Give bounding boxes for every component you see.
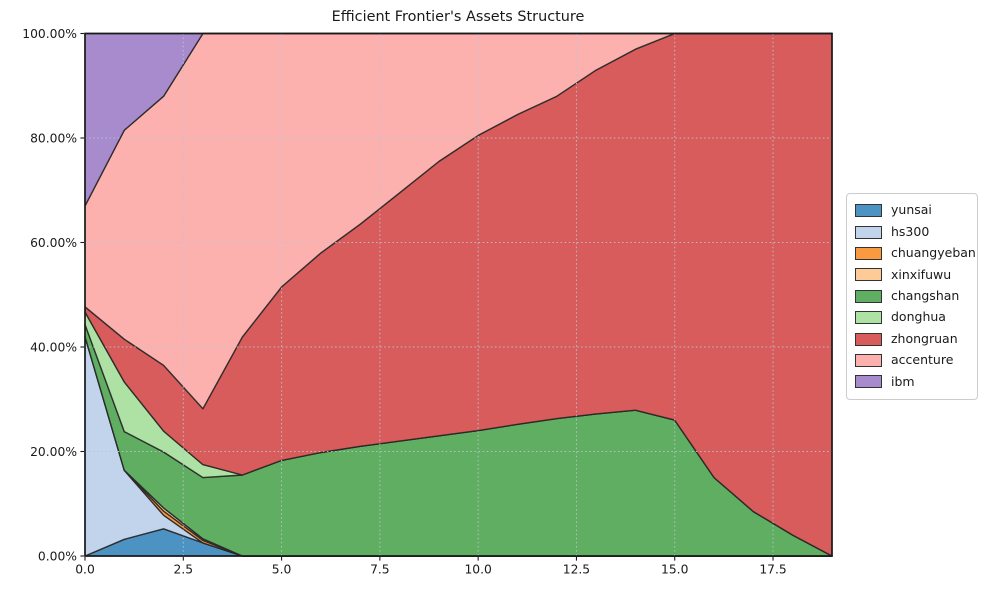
x-tick-label: 5.0	[272, 563, 292, 577]
y-tick-label: 100.00%	[22, 27, 77, 41]
legend-item-chuangyeban: chuangyeban	[855, 243, 976, 264]
legend-swatch-zhongruan	[855, 332, 882, 346]
legend-label-yunsai: yunsai	[891, 202, 932, 218]
axis-ticks	[80, 32, 774, 561]
legend-label-chuangyeban: chuangyeban	[891, 245, 976, 261]
y-axis-tick-labels: 0.00% 20.00% 40.00% 60.00% 80.00% 100.00%	[22, 27, 77, 563]
x-tick-label: 15.0	[661, 563, 688, 577]
legend-item-hs300: hs300	[855, 221, 969, 242]
legend-item-ibm: ibm	[855, 371, 969, 392]
x-tick-label: 0.0	[75, 563, 95, 577]
legend-swatch-accenture	[855, 353, 882, 367]
plot-border	[84, 32, 833, 557]
x-tick-label: 2.5	[174, 563, 194, 577]
legend-item-changshan: changshan	[855, 286, 969, 307]
y-tick-label: 20.00%	[30, 445, 77, 459]
x-axis-tick-labels: 0.0 2.5 5.0 7.5 10.0 12.5 15.0 17.5	[75, 563, 787, 577]
chart-title: Efficient Frontier's Assets Structure	[332, 9, 585, 25]
legend-item-yunsai: yunsai	[855, 200, 969, 221]
legend-swatch-xinxifuwu	[855, 268, 882, 282]
legend-label-hs300: hs300	[891, 223, 930, 239]
y-tick-label: 60.00%	[30, 236, 77, 250]
legend: yunsai hs300 chuangyeban xinxifuwu changshan…	[846, 193, 978, 400]
legend-label-xinxifuwu: xinxifuwu	[891, 266, 952, 282]
legend-swatch-yunsai	[855, 204, 882, 218]
x-tick-label: 17.5	[759, 563, 786, 577]
y-tick-label: 80.00%	[30, 131, 77, 145]
stacked-areas	[84, 32, 833, 557]
y-tick-label: 0.00%	[38, 549, 77, 563]
x-tick-label: 12.5	[563, 563, 590, 577]
legend-item-zhongruan: zhongruan	[855, 328, 969, 349]
legend-label-donghua: donghua	[891, 309, 946, 325]
x-tick-label: 10.0	[464, 563, 491, 577]
legend-label-changshan: changshan	[891, 288, 960, 303]
legend-swatch-donghua	[855, 311, 882, 325]
legend-label-zhongruan: zhongruan	[891, 330, 958, 346]
legend-item-donghua: donghua	[855, 307, 969, 328]
legend-swatch-ibm	[855, 375, 882, 389]
legend-swatch-hs300	[855, 225, 882, 239]
x-tick-label: 7.5	[370, 563, 390, 577]
y-tick-label: 40.00%	[30, 340, 77, 354]
legend-swatch-changshan	[855, 289, 882, 303]
legend-item-xinxifuwu: xinxifuwu	[855, 264, 969, 285]
legend-swatch-chuangyeban	[855, 246, 882, 260]
legend-item-accenture: accenture	[855, 350, 969, 371]
legend-label-accenture: accenture	[891, 352, 954, 368]
legend-label-ibm: ibm	[891, 373, 915, 389]
